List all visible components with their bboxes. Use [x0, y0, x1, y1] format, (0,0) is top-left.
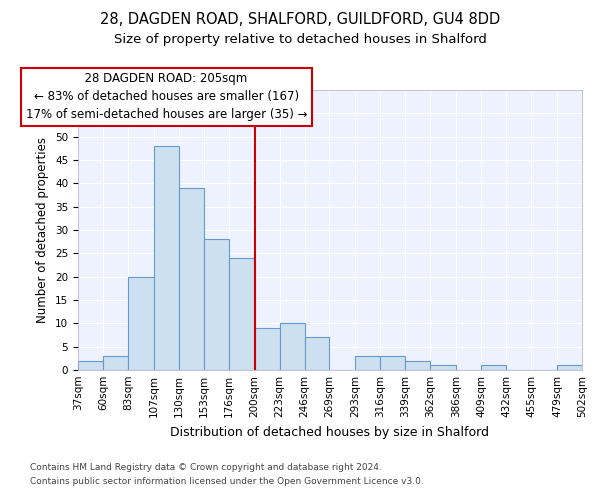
- Bar: [103, 356, 128, 370]
- Bar: [380, 356, 406, 370]
- Text: Contains HM Land Registry data © Crown copyright and database right 2024.: Contains HM Land Registry data © Crown c…: [30, 464, 382, 472]
- Bar: [430, 366, 456, 370]
- Bar: [481, 366, 506, 370]
- Bar: [154, 146, 179, 370]
- Text: Distribution of detached houses by size in Shalford: Distribution of detached houses by size …: [170, 426, 490, 439]
- Text: Contains public sector information licensed under the Open Government Licence v3: Contains public sector information licen…: [30, 477, 424, 486]
- Bar: [229, 258, 254, 370]
- Bar: [406, 360, 430, 370]
- Bar: [204, 240, 229, 370]
- Text: 28 DAGDEN ROAD: 205sqm  
← 83% of detached houses are smaller (167)
17% of semi-: 28 DAGDEN ROAD: 205sqm ← 83% of detached…: [26, 72, 307, 122]
- Bar: [280, 324, 305, 370]
- Bar: [305, 338, 329, 370]
- Bar: [355, 356, 380, 370]
- Y-axis label: Number of detached properties: Number of detached properties: [37, 137, 49, 323]
- Bar: [128, 276, 154, 370]
- Bar: [78, 360, 103, 370]
- Text: 28, DAGDEN ROAD, SHALFORD, GUILDFORD, GU4 8DD: 28, DAGDEN ROAD, SHALFORD, GUILDFORD, GU…: [100, 12, 500, 28]
- Bar: [179, 188, 204, 370]
- Bar: [254, 328, 280, 370]
- Text: Size of property relative to detached houses in Shalford: Size of property relative to detached ho…: [113, 32, 487, 46]
- Bar: [557, 366, 582, 370]
